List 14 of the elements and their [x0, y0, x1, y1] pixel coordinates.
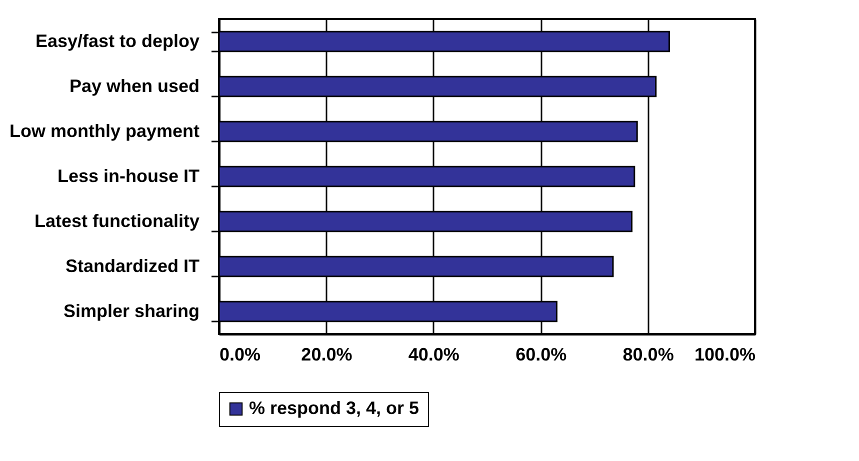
- x-tick-label: 80.0%: [622, 344, 674, 364]
- x-tick-label: 20.0%: [301, 344, 352, 364]
- y-tick-label: Simpler sharing: [63, 301, 200, 321]
- legend-label: % respond 3, 4, or 5: [249, 398, 420, 418]
- x-tick-label: 40.0%: [408, 344, 460, 364]
- x-tick-label: 0.0%: [220, 344, 261, 364]
- x-tick-label: 100.0%: [694, 344, 756, 364]
- y-tick-label: Standardized IT: [65, 256, 200, 276]
- y-tick-label: Easy/fast to deploy: [35, 31, 200, 51]
- y-tick-label: Pay when used: [69, 76, 200, 96]
- y-tick-label: Low monthly payment: [9, 121, 200, 141]
- y-tick-label: Less in-house IT: [57, 166, 200, 186]
- x-tick-label: 60.0%: [516, 344, 567, 364]
- y-tick-label: Latest functionality: [34, 211, 200, 231]
